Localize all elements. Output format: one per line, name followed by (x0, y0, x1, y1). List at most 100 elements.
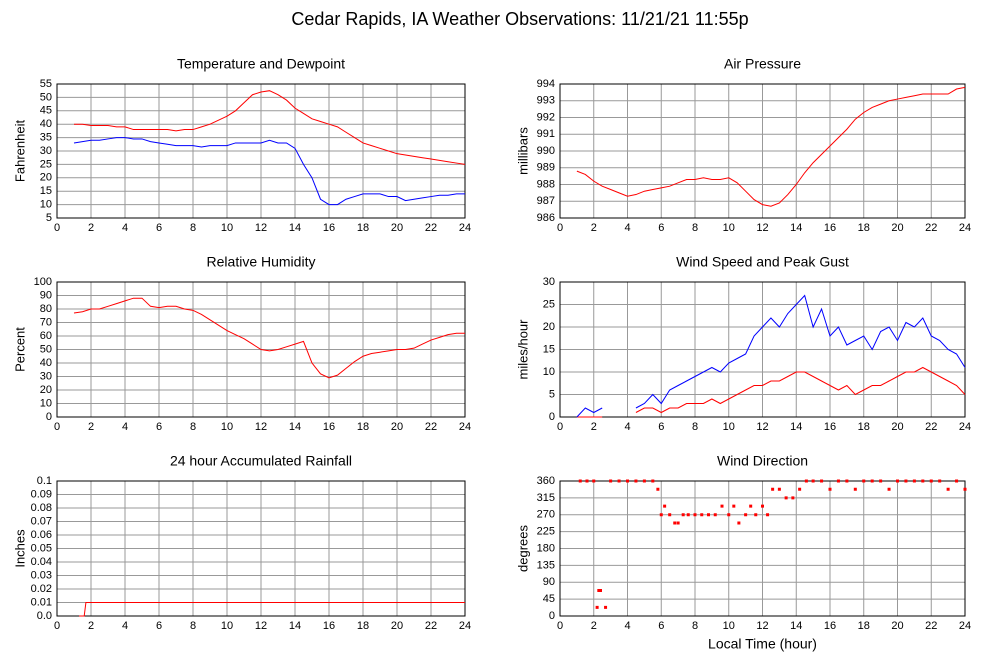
y-tick-label: 993 (537, 95, 555, 107)
x-tick-label: 16 (323, 421, 335, 433)
plot-frame (56, 83, 466, 219)
y-tick-label: 20 (543, 321, 555, 333)
data-line (576, 366, 966, 418)
y-tick-label: 20 (40, 172, 52, 184)
data-point (720, 504, 724, 508)
x-tick-label: 16 (824, 421, 836, 433)
data-point (595, 605, 599, 609)
x-axis-label: Local Time (hour) (708, 636, 817, 652)
y-axis-label: Fahrenheit (12, 120, 27, 183)
x-tick-label: 2 (591, 222, 597, 234)
data-point (836, 479, 840, 483)
y-tick-label: 0.07 (31, 515, 52, 527)
x-tick-label: 16 (323, 620, 335, 632)
data-point (686, 513, 690, 517)
x-tick-label: 24 (459, 222, 471, 234)
x-tick-label: 22 (925, 421, 937, 433)
y-tick-label: 270 (537, 509, 555, 521)
data-point (879, 479, 883, 483)
x-tick-label: 12 (756, 222, 768, 234)
x-tick-label: 24 (959, 421, 971, 433)
y-tick-label: 45 (543, 593, 555, 605)
chart-panel: Relative Humidity01020304050607080901000… (12, 254, 471, 433)
plot-frame (56, 281, 466, 418)
data-point (659, 513, 663, 517)
data-point (656, 487, 660, 491)
data-point (737, 521, 741, 525)
x-tick-label: 8 (190, 222, 196, 234)
y-tick-label: 10 (543, 366, 555, 378)
y-tick-label: 15 (543, 343, 555, 355)
x-tick-label: 6 (156, 222, 162, 234)
data-point (761, 504, 764, 508)
data-point (820, 479, 824, 483)
panel-title: Wind Direction (717, 453, 808, 469)
y-tick-label: 0.01 (31, 596, 52, 608)
y-tick-label: 0 (549, 610, 555, 622)
panel-title: Air Pressure (724, 56, 801, 72)
plot-frame (56, 480, 466, 617)
x-tick-label: 12 (255, 620, 267, 632)
data-point (784, 496, 788, 500)
x-tick-label: 16 (824, 222, 836, 234)
y-tick-label: 0.03 (31, 569, 52, 581)
y-tick-label: 0.09 (31, 488, 52, 500)
data-point (862, 479, 866, 483)
data-point (673, 521, 677, 525)
x-tick-label: 14 (790, 620, 802, 632)
x-tick-label: 4 (624, 222, 630, 234)
x-tick-label: 22 (425, 620, 437, 632)
data-point (946, 487, 950, 491)
data-point (626, 479, 629, 483)
y-tick-label: 60 (40, 330, 52, 342)
chart-panel: 24 hour Accumulated Rainfall 0.0 0.010.02 0… (12, 453, 471, 632)
x-tick-label: 22 (925, 620, 937, 632)
y-tick-label: 55 (40, 78, 52, 90)
x-tick-label: 6 (658, 421, 664, 433)
x-tick-label: 14 (289, 222, 301, 234)
y-tick-label: 360 (537, 475, 555, 487)
data-point (811, 479, 815, 483)
x-tick-label: 0 (54, 620, 60, 632)
x-tick-label: 2 (591, 620, 597, 632)
data-point (651, 479, 655, 483)
x-tick-label: 16 (323, 222, 335, 234)
y-tick-label: 50 (40, 343, 52, 355)
data-point (771, 487, 775, 491)
x-tick-label: 14 (289, 421, 301, 433)
y-tick-label: 70 (40, 316, 52, 328)
y-tick-label: 40 (40, 357, 52, 369)
y-tick-label: 0 (46, 411, 52, 423)
data-point (853, 487, 857, 491)
y-tick-label: 0.06 (31, 529, 52, 541)
x-tick-label: 12 (756, 620, 768, 632)
data-point (845, 479, 849, 483)
data-point (887, 487, 891, 491)
data-point (938, 479, 942, 483)
y-tick-label: 225 (537, 526, 555, 538)
y-axis-label: miles/hour (515, 319, 530, 380)
x-tick-label: 18 (357, 421, 369, 433)
data-point (921, 479, 925, 483)
x-tick-label: 18 (858, 421, 870, 433)
data-point (609, 479, 613, 483)
y-tick-label: 5 (549, 388, 555, 400)
y-tick-label: 80 (40, 303, 52, 315)
y-tick-label: 991 (537, 128, 555, 140)
data-point (668, 513, 672, 517)
x-tick-label: 20 (891, 222, 903, 234)
data-line (74, 90, 466, 165)
y-tick-label: 40 (40, 118, 52, 130)
plot-frame (559, 83, 966, 219)
y-tick-label: 990 (537, 145, 555, 157)
y-tick-label: 25 (40, 158, 52, 170)
x-tick-label: 10 (221, 620, 233, 632)
y-tick-label: 180 (537, 542, 555, 554)
x-tick-label: 10 (221, 222, 233, 234)
data-point (585, 479, 589, 483)
y-tick-label: 20 (40, 384, 52, 396)
x-tick-label: 4 (122, 421, 128, 433)
